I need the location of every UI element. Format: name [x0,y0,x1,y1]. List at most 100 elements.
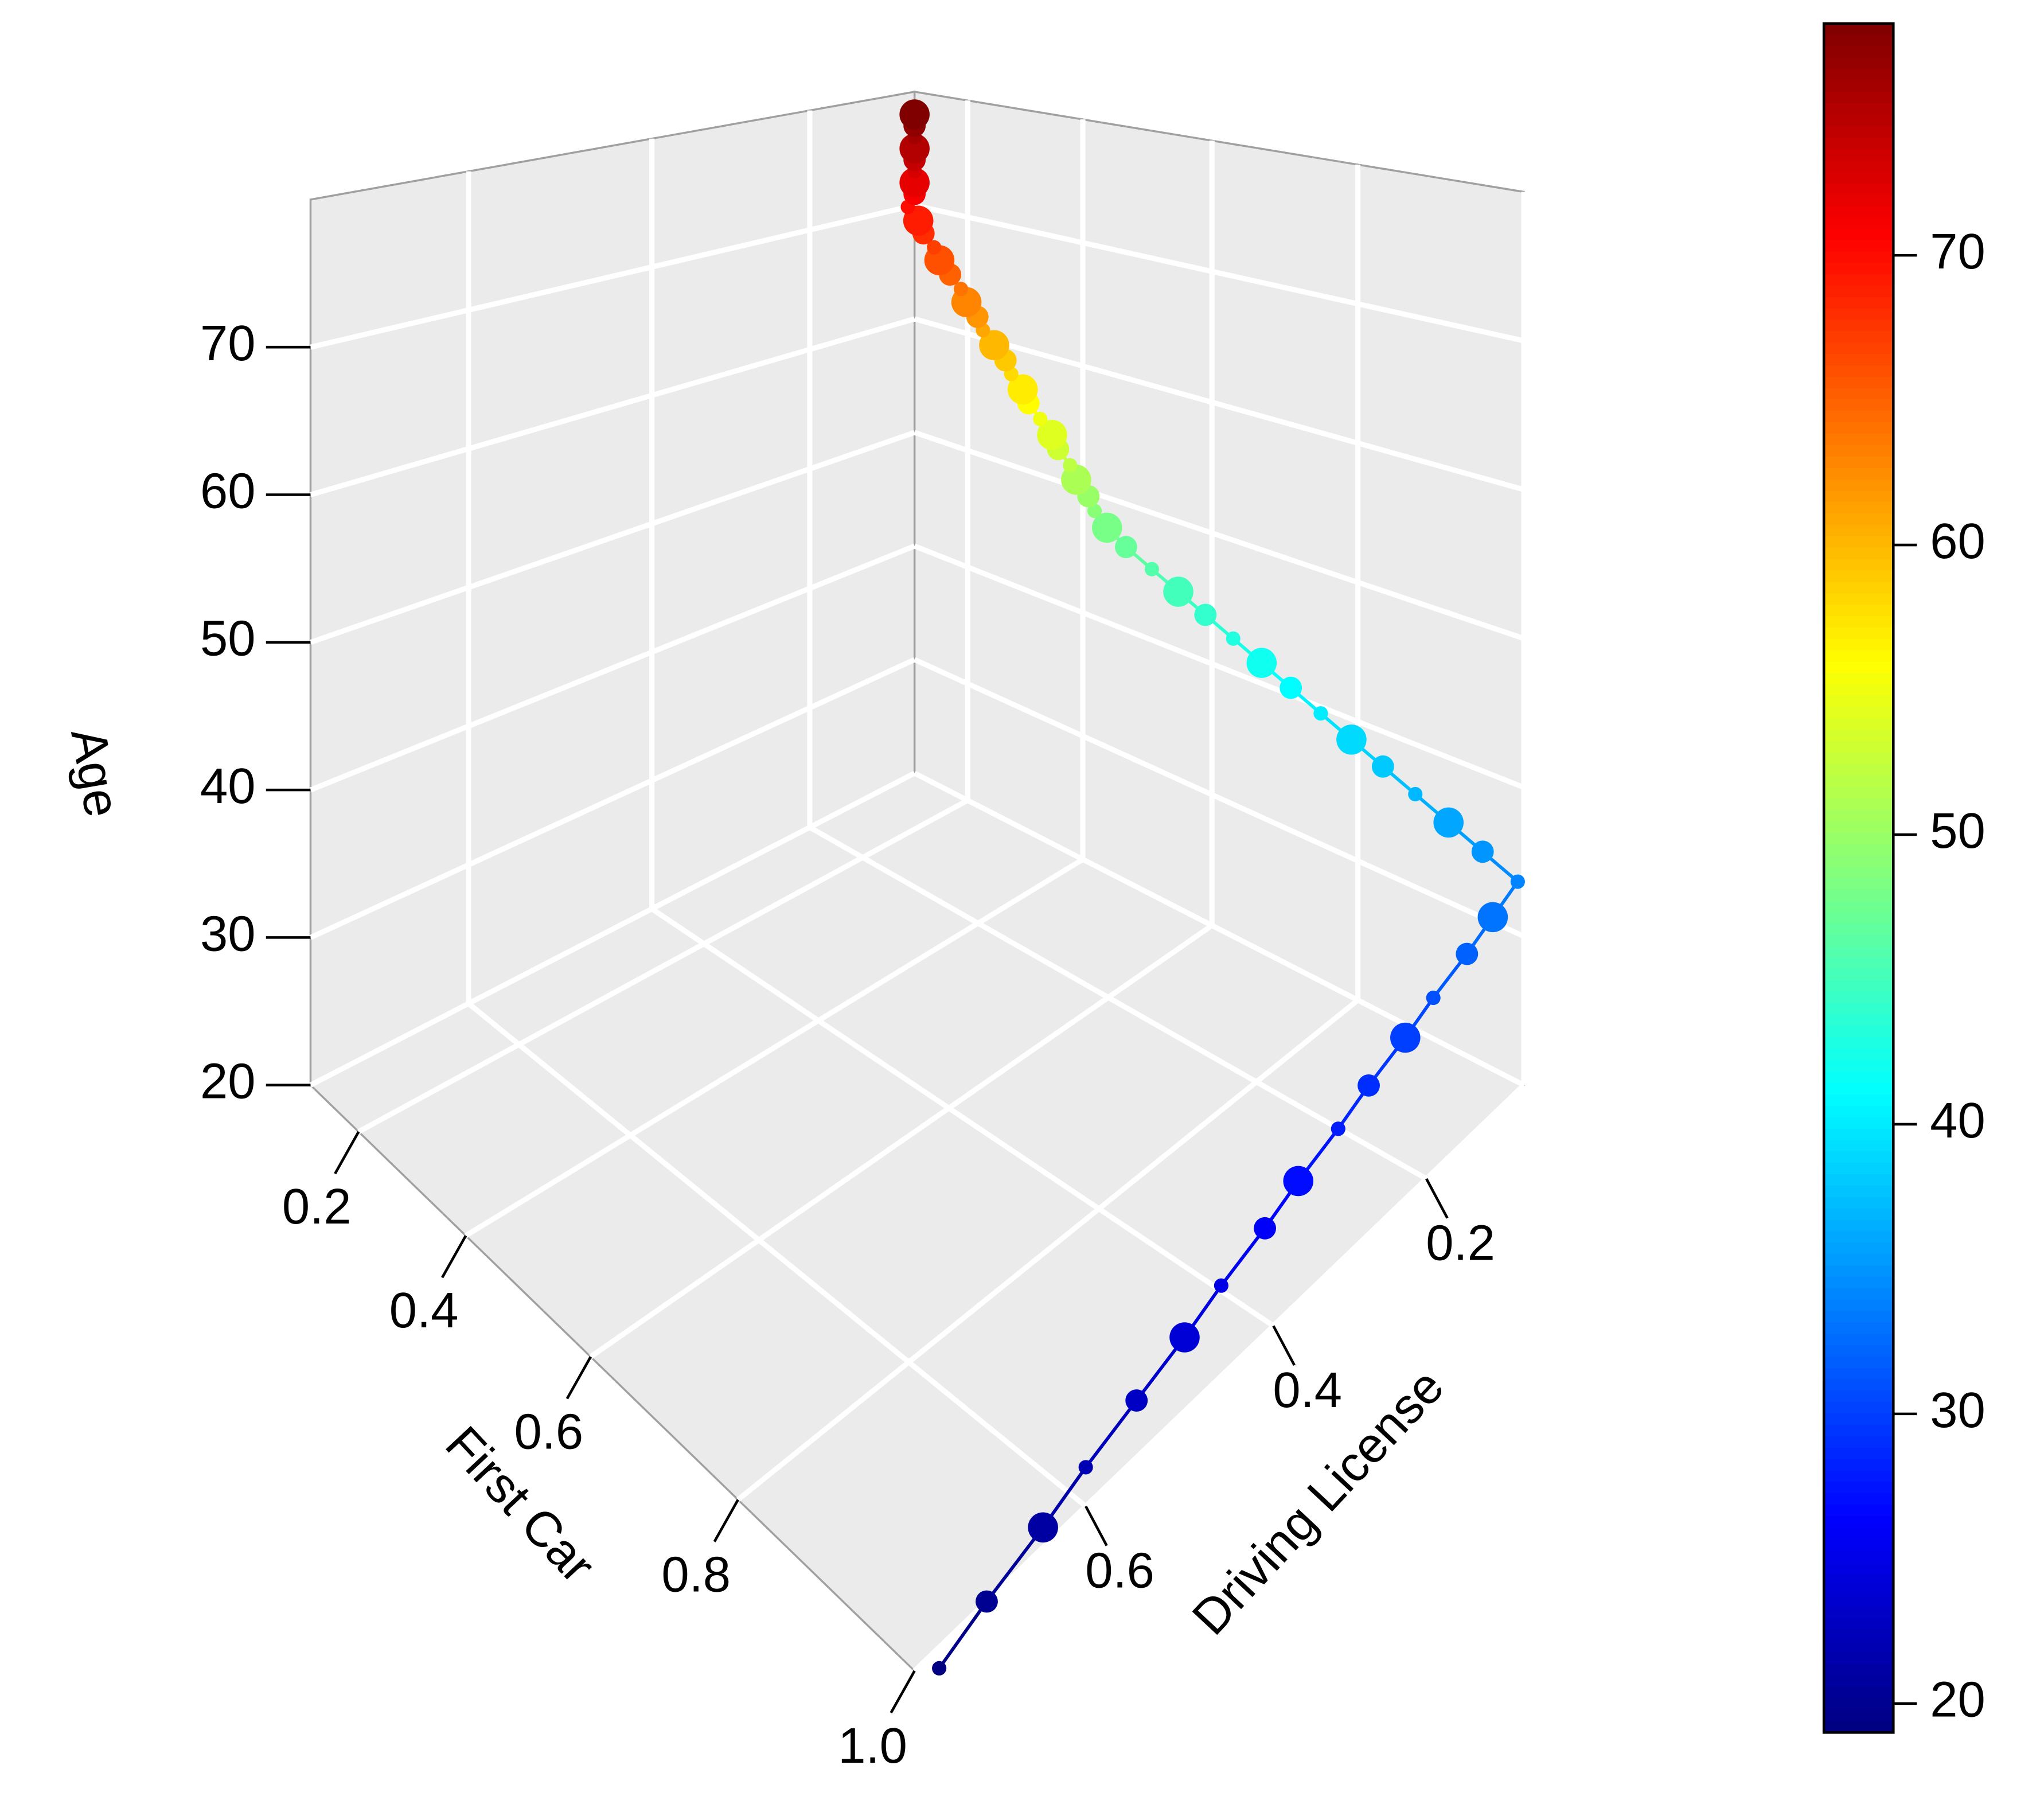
colorbar-slice [1824,1618,1894,1631]
grid-line [736,998,1360,1502]
grid-line [914,316,1525,492]
colorbar-slice [1824,946,1894,959]
colorbar-slice [1824,1117,1894,1130]
colorbar-slice [1824,547,1894,560]
point [1254,1217,1276,1240]
colorbar-frame [1822,22,1895,1734]
point [1144,562,1160,576]
colorbar-slice [1824,331,1894,344]
colorbar-slice [1824,1003,1894,1016]
colorbar-slice [1824,399,1894,412]
point [1037,419,1067,450]
point [1477,902,1508,933]
axes: 20 30 40 50 60 70 0.2 0.4 0.6 0.2 0.4 0.6 0.8 1.0 [200,315,1495,1774]
colorbar-slice [1824,912,1894,925]
point [1028,1512,1058,1543]
colorbar-slice [1824,376,1894,389]
colorbar-slice [1824,1128,1894,1141]
colorbar-slice [1824,1265,1894,1278]
point [1313,706,1328,721]
colorbar-slice [1824,1459,1894,1471]
grid-line [650,906,1275,1328]
colorbar-slice [1824,320,1894,332]
colorbar-slice [1824,1174,1894,1187]
point [1426,991,1441,1006]
colorbar-slice [1824,126,1894,139]
colorbar-slice [1824,194,1894,207]
point [1371,755,1394,778]
colorbar-slice [1824,1515,1894,1529]
colorbar-slice [1824,924,1894,936]
z-tick-label: 40 [200,758,256,814]
colorbar-slice [1824,866,1894,879]
colorbar-slice [1824,935,1894,948]
grid-line [913,543,1525,790]
colorbar-slice [1824,969,1894,981]
colorbar-slice [1824,878,1894,890]
point [1114,536,1137,559]
colorbar-slice [1824,1584,1894,1597]
colorbar-slice [1824,1208,1894,1221]
point [927,240,942,255]
colorbar-slice [1824,1231,1894,1244]
colorbar-slice [1824,160,1894,173]
colorbar-slice [1824,582,1894,594]
colorbar-slice [1824,1470,1894,1483]
point [1087,504,1102,519]
y-tick [334,1131,360,1175]
grid-line [912,1083,1526,1673]
colorbar-slice [1824,741,1894,754]
trajectory-segment [938,1600,988,1670]
point [1246,648,1277,678]
point [1078,1460,1093,1475]
colorbar-slice [1824,1390,1894,1403]
colorbar-slice [1824,593,1894,606]
point [899,133,930,164]
y-tick-label: 0.8 [661,1546,731,1602]
colorbar-slice [1824,217,1894,230]
colorbar-slice [1824,650,1894,663]
grid-line [913,770,1526,1088]
z-axis-title: Age [60,724,130,821]
colorbar-slice [1824,844,1894,856]
point [1226,631,1241,646]
colorbar-slice [1824,855,1894,868]
colorbar-slice [1824,1721,1894,1733]
colorbar-slice [1824,1334,1894,1346]
colorbar-slice [1824,1425,1894,1437]
colorbar-slice [1824,753,1894,765]
colorbar-slice [1824,1653,1894,1665]
colorbar-slice [1824,775,1894,788]
colorbar-slice [1824,1675,1894,1688]
colorbar-slice [1824,559,1894,571]
colorbar-slice [1824,513,1894,526]
colorbar-slice [1824,798,1894,811]
x-tick-label: 0.2 [1426,1215,1495,1271]
grid-line [914,202,1524,344]
x-tick [1425,1178,1449,1219]
colorbar-slice [1824,1299,1894,1312]
colorbar-slice [1824,445,1894,458]
z-tick-label: 60 [200,463,256,519]
colorbar-slice [1824,365,1894,378]
colorbar-slice [1824,1049,1894,1061]
colorbar-slice [1824,274,1894,287]
colorbar-slice [1824,251,1894,264]
colorbar-slice [1824,1505,1894,1517]
grid-line [589,923,1214,1359]
colorbar-slice [1824,205,1894,219]
colorbar-slice [1824,638,1894,651]
colorbar-slice [1824,308,1894,321]
colorbar-slice [1824,570,1894,583]
colorbar-slice [1824,1607,1894,1620]
colorbar-slice [1824,1197,1894,1210]
point [1063,458,1078,473]
colorbar-slice [1824,718,1894,731]
colorbar-slice [1824,605,1894,617]
colorbar-slice [1824,46,1894,59]
colorbar-slice [1824,1686,1894,1700]
grid-line [309,430,916,645]
y-tick [441,1235,467,1279]
